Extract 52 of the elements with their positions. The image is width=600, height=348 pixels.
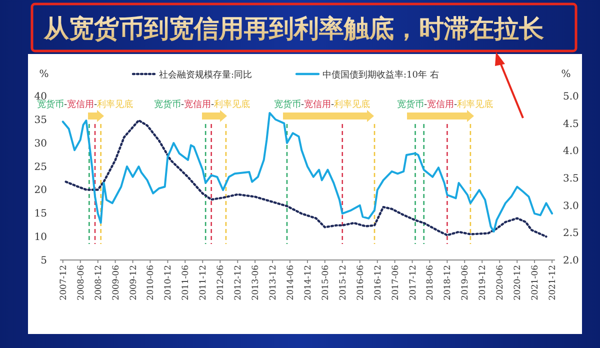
x-tick-label: 2008-12 bbox=[94, 265, 104, 300]
x-tick-label: 2015-06 bbox=[320, 265, 331, 300]
y-tick-label: 10 bbox=[34, 232, 47, 244]
x-tick-label: 2014-12 bbox=[303, 265, 314, 300]
legend-label: 社会融资规模存量:同比 bbox=[159, 70, 252, 80]
annotation: 宽货币-宽信用-利率见底 bbox=[154, 99, 250, 110]
x-tick-label: 2008-06 bbox=[76, 265, 86, 300]
annotation: 宽货币-宽信用-利率见底 bbox=[274, 99, 370, 110]
y2-axis-title: % bbox=[561, 69, 571, 80]
x-tick-label: 2020-06 bbox=[496, 265, 506, 300]
y2-tick-label: 4.5 bbox=[563, 118, 579, 130]
x-tick-label: 2018-06 bbox=[426, 265, 436, 300]
x-tick-label: 2013-06 bbox=[251, 265, 262, 300]
legend-label: 中债国债到期收益率:10年 右 bbox=[322, 70, 439, 80]
x-tick-label: 2017-12 bbox=[408, 265, 418, 300]
y-tick-label: 20 bbox=[34, 185, 47, 196]
y2-tick-label: 5.0 bbox=[563, 92, 579, 102]
x-tick-label: 2020-12 bbox=[513, 265, 524, 300]
x-tick-label: 2010-06 bbox=[146, 265, 156, 300]
x-tick-label: 2017-06 bbox=[390, 265, 401, 300]
x-tick-label: 2012-12 bbox=[234, 265, 244, 300]
y2-tick-label: 4.0 bbox=[563, 146, 579, 158]
x-tick-label: 2015-12 bbox=[338, 265, 348, 300]
x-tick-label: 2009-06 bbox=[111, 265, 122, 300]
x-tick-label: 2013-12 bbox=[268, 265, 279, 300]
x-tick-label: 2018-12 bbox=[443, 265, 454, 300]
y-tick-label: 30 bbox=[34, 138, 47, 150]
y-tick-label: 25 bbox=[34, 162, 47, 173]
x-tick-label: 2010-12 bbox=[164, 265, 174, 300]
chart-title: 从宽货币到宽信用再到利率触底，时滞在拉长 bbox=[43, 14, 544, 43]
x-tick-label: 2016-06 bbox=[356, 265, 366, 300]
y2-tick-label: 2.5 bbox=[563, 228, 579, 240]
y-tick-label: 35 bbox=[34, 114, 47, 126]
y2-tick-label: 2.0 bbox=[563, 256, 579, 266]
x-tick-label: 2011-12 bbox=[198, 265, 209, 300]
x-tick-label: 2012-06 bbox=[216, 265, 226, 300]
y-axis-title: % bbox=[39, 69, 49, 80]
y-tick-label: 15 bbox=[34, 208, 47, 220]
y2-tick-label: 3.5 bbox=[563, 174, 579, 184]
annotation: 宽货币-宽信用-利率见底 bbox=[396, 99, 494, 110]
x-tick-label: 2007-12 bbox=[58, 265, 69, 300]
x-tick-label: 2019-12 bbox=[478, 265, 488, 300]
x-tick-label: 2016-12 bbox=[373, 265, 384, 300]
y-tick-label: 5 bbox=[40, 256, 47, 266]
x-tick-label: 2011-06 bbox=[181, 265, 192, 300]
x-tick-label: 2014-06 bbox=[286, 265, 296, 300]
y2-tick-label: 3.0 bbox=[563, 200, 579, 212]
x-tick-label: 2009-12 bbox=[128, 265, 139, 300]
x-tick-label: 2021-12 bbox=[548, 265, 558, 300]
annotation: 宽货币-宽信用-利率见底 bbox=[36, 99, 134, 110]
x-tick-label: 2019-06 bbox=[460, 265, 471, 300]
x-tick-label: 2021-06 bbox=[530, 265, 541, 300]
